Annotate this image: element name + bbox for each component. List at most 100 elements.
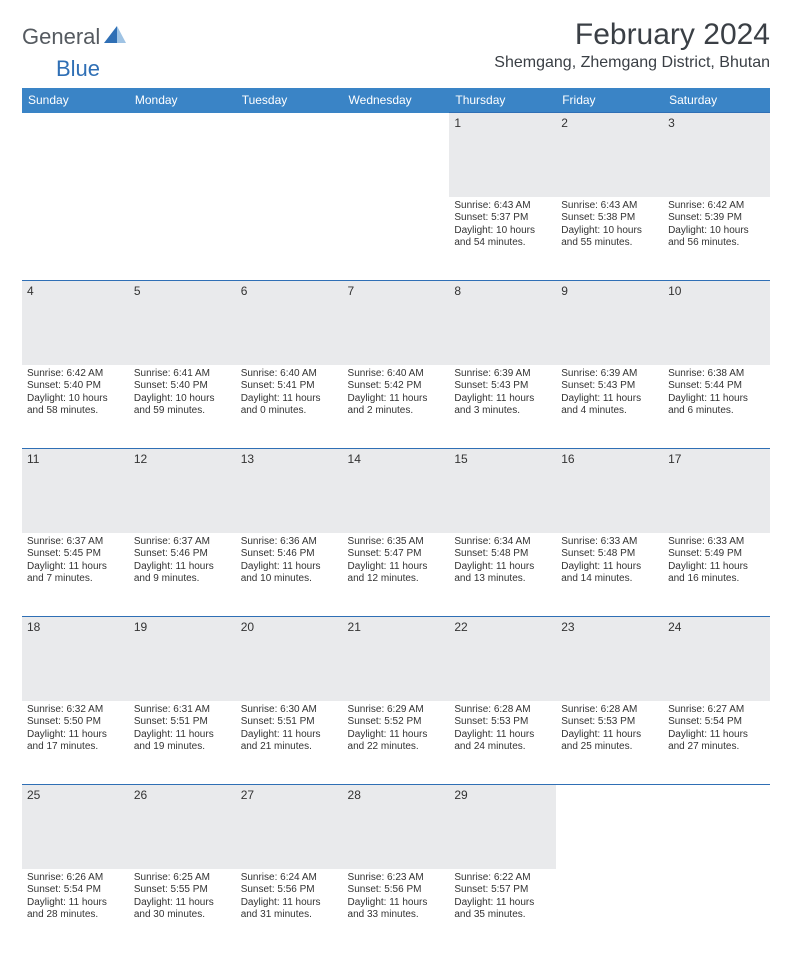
daylight-text: Daylight: 11 hours: [241, 561, 338, 574]
week-info-row: Sunrise: 6:32 AMSunset: 5:50 PMDaylight:…: [22, 701, 770, 785]
daylight-text: Daylight: 11 hours: [134, 561, 231, 574]
day-info-cell: Sunrise: 6:39 AMSunset: 5:43 PMDaylight:…: [449, 365, 556, 449]
day-info-cell: [22, 197, 129, 281]
page-subtitle: Shemgang, Zhemgang District, Bhutan: [494, 54, 770, 72]
sunset-text: Sunset: 5:56 PM: [348, 884, 445, 897]
sunrise-text: Sunrise: 6:26 AM: [27, 872, 124, 885]
daylight-text: Daylight: 11 hours: [561, 729, 658, 742]
day-number: 15: [454, 452, 551, 467]
day-info-cell: Sunrise: 6:28 AMSunset: 5:53 PMDaylight:…: [449, 701, 556, 785]
daylight-text: and 58 minutes.: [27, 405, 124, 418]
day-number-cell: 16: [556, 449, 663, 533]
page-title: February 2024: [494, 18, 770, 52]
sunrise-text: Sunrise: 6:28 AM: [561, 704, 658, 717]
daylight-text: and 12 minutes.: [348, 573, 445, 586]
daylight-text: Daylight: 11 hours: [668, 729, 765, 742]
sunrise-text: Sunrise: 6:32 AM: [27, 704, 124, 717]
day-info-cell: Sunrise: 6:23 AMSunset: 5:56 PMDaylight:…: [343, 869, 450, 953]
day-number-cell: 4: [22, 281, 129, 365]
sunrise-text: Sunrise: 6:37 AM: [27, 536, 124, 549]
weekday-sunday: Sunday: [22, 88, 129, 113]
sunrise-text: Sunrise: 6:31 AM: [134, 704, 231, 717]
weekday-monday: Monday: [129, 88, 236, 113]
day-info-cell: Sunrise: 6:31 AMSunset: 5:51 PMDaylight:…: [129, 701, 236, 785]
week-number-row: 45678910: [22, 281, 770, 365]
daylight-text: Daylight: 10 hours: [27, 393, 124, 406]
day-number: 26: [134, 788, 231, 803]
day-number-cell: 11: [22, 449, 129, 533]
day-number: 6: [241, 284, 338, 299]
sunrise-text: Sunrise: 6:24 AM: [241, 872, 338, 885]
sunrise-text: Sunrise: 6:22 AM: [454, 872, 551, 885]
sunset-text: Sunset: 5:40 PM: [27, 380, 124, 393]
day-info-cell: Sunrise: 6:27 AMSunset: 5:54 PMDaylight:…: [663, 701, 770, 785]
day-info-cell: Sunrise: 6:40 AMSunset: 5:42 PMDaylight:…: [343, 365, 450, 449]
sunrise-text: Sunrise: 6:42 AM: [27, 368, 124, 381]
daylight-text: and 2 minutes.: [348, 405, 445, 418]
week-info-row: Sunrise: 6:37 AMSunset: 5:45 PMDaylight:…: [22, 533, 770, 617]
sunrise-text: Sunrise: 6:39 AM: [454, 368, 551, 381]
day-number-cell: 12: [129, 449, 236, 533]
day-info-cell: [129, 197, 236, 281]
day-number: 24: [668, 620, 765, 635]
sunset-text: Sunset: 5:53 PM: [454, 716, 551, 729]
sunset-text: Sunset: 5:42 PM: [348, 380, 445, 393]
daylight-text: Daylight: 11 hours: [27, 729, 124, 742]
weekday-tuesday: Tuesday: [236, 88, 343, 113]
day-number: 1: [454, 116, 551, 131]
week-info-row: Sunrise: 6:26 AMSunset: 5:54 PMDaylight:…: [22, 869, 770, 953]
daylight-text: Daylight: 11 hours: [454, 561, 551, 574]
daylight-text: and 27 minutes.: [668, 741, 765, 754]
daylight-text: Daylight: 11 hours: [348, 729, 445, 742]
day-info-cell: [556, 869, 663, 953]
day-info-cell: [236, 197, 343, 281]
week-number-row: 11121314151617: [22, 449, 770, 533]
daylight-text: Daylight: 11 hours: [241, 729, 338, 742]
day-info-cell: Sunrise: 6:29 AMSunset: 5:52 PMDaylight:…: [343, 701, 450, 785]
day-number: 21: [348, 620, 445, 635]
day-info-cell: Sunrise: 6:33 AMSunset: 5:49 PMDaylight:…: [663, 533, 770, 617]
logo: General: [22, 18, 128, 50]
sunrise-text: Sunrise: 6:27 AM: [668, 704, 765, 717]
daylight-text: Daylight: 10 hours: [668, 225, 765, 238]
daylight-text: Daylight: 11 hours: [668, 561, 765, 574]
sunset-text: Sunset: 5:57 PM: [454, 884, 551, 897]
sunset-text: Sunset: 5:43 PM: [454, 380, 551, 393]
day-number: 9: [561, 284, 658, 299]
day-number: 2: [561, 116, 658, 131]
day-number-cell: 8: [449, 281, 556, 365]
sunrise-text: Sunrise: 6:40 AM: [241, 368, 338, 381]
day-number: 16: [561, 452, 658, 467]
daylight-text: Daylight: 11 hours: [561, 393, 658, 406]
weekday-saturday: Saturday: [663, 88, 770, 113]
day-info-cell: Sunrise: 6:25 AMSunset: 5:55 PMDaylight:…: [129, 869, 236, 953]
daylight-text: and 24 minutes.: [454, 741, 551, 754]
sunrise-text: Sunrise: 6:40 AM: [348, 368, 445, 381]
day-number-cell: 24: [663, 617, 770, 701]
daylight-text: and 16 minutes.: [668, 573, 765, 586]
daylight-text: Daylight: 11 hours: [241, 897, 338, 910]
day-number-cell: 7: [343, 281, 450, 365]
day-number-cell: [343, 113, 450, 197]
daylight-text: Daylight: 11 hours: [348, 897, 445, 910]
sunset-text: Sunset: 5:39 PM: [668, 212, 765, 225]
daylight-text: Daylight: 10 hours: [561, 225, 658, 238]
daylight-text: and 9 minutes.: [134, 573, 231, 586]
day-number-cell: [22, 113, 129, 197]
sunset-text: Sunset: 5:38 PM: [561, 212, 658, 225]
sunrise-text: Sunrise: 6:33 AM: [668, 536, 765, 549]
day-info-cell: Sunrise: 6:30 AMSunset: 5:51 PMDaylight:…: [236, 701, 343, 785]
day-info-cell: Sunrise: 6:34 AMSunset: 5:48 PMDaylight:…: [449, 533, 556, 617]
weekday-wednesday: Wednesday: [343, 88, 450, 113]
daylight-text: and 30 minutes.: [134, 909, 231, 922]
sunrise-text: Sunrise: 6:36 AM: [241, 536, 338, 549]
sunset-text: Sunset: 5:46 PM: [134, 548, 231, 561]
daylight-text: and 31 minutes.: [241, 909, 338, 922]
daylight-text: and 10 minutes.: [241, 573, 338, 586]
day-number-cell: 6: [236, 281, 343, 365]
sunset-text: Sunset: 5:51 PM: [241, 716, 338, 729]
day-info-cell: Sunrise: 6:40 AMSunset: 5:41 PMDaylight:…: [236, 365, 343, 449]
daylight-text: and 21 minutes.: [241, 741, 338, 754]
sunrise-text: Sunrise: 6:35 AM: [348, 536, 445, 549]
logo-text-general: General: [22, 24, 100, 50]
